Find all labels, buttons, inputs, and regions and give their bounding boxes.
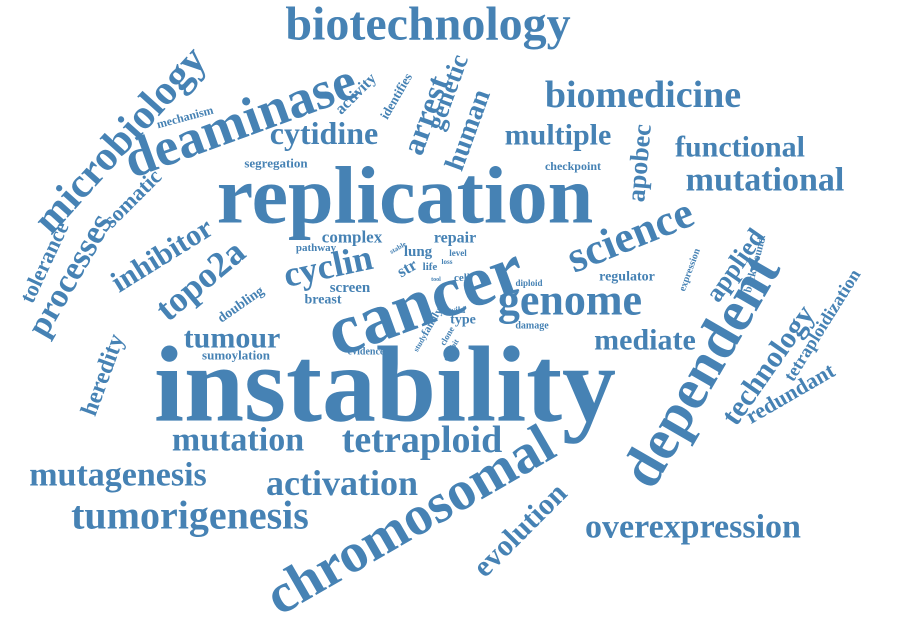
- word-life: life: [423, 261, 438, 273]
- word-damage: damage: [515, 321, 549, 332]
- word-segregation: segregation: [244, 156, 308, 171]
- word-level: level: [449, 248, 467, 258]
- word-activation: activation: [266, 463, 418, 503]
- word-heredity: heredity: [76, 331, 129, 420]
- word-lung: lung: [404, 244, 433, 260]
- word-regulator: regulator: [599, 270, 655, 285]
- word-doubling: doubling: [215, 284, 267, 327]
- word-tumorigenesis: tumorigenesis: [71, 493, 309, 538]
- word-functional: functional: [675, 131, 805, 164]
- word-mutational: mutational: [686, 162, 845, 199]
- word-tool: tool: [431, 277, 441, 283]
- word-apobec: apobec: [621, 123, 657, 203]
- word-pathway: pathway: [296, 242, 337, 254]
- word-mutation: mutation: [172, 422, 304, 459]
- word-diploid: diploid: [515, 278, 542, 288]
- word-biotechnology: biotechnology: [285, 0, 570, 51]
- words-layer: instabilityreplicationcancerchromosomald…: [14, 0, 864, 627]
- word-multiple: multiple: [505, 119, 612, 152]
- word-mediate: mediate: [594, 324, 696, 357]
- word-overexpression: overexpression: [585, 509, 801, 546]
- word-type: type: [450, 313, 476, 328]
- word-tetraploid: tetraploid: [342, 419, 502, 461]
- word-instability: instability: [154, 326, 616, 445]
- word-mutagenesis: mutagenesis: [29, 457, 207, 494]
- word-sumoylation: sumoylation: [202, 348, 271, 363]
- word-evidence: evidence: [348, 347, 385, 358]
- word-wild: wild: [449, 305, 466, 315]
- word-biomedicine: biomedicine: [545, 74, 741, 116]
- word-screen: screen: [330, 280, 371, 296]
- word-repair: repair: [434, 230, 476, 247]
- word-checkpoint: checkpoint: [545, 159, 601, 173]
- word-genome: genome: [498, 276, 642, 325]
- word-cell: cell: [454, 272, 470, 284]
- word-breast: breast: [304, 293, 341, 308]
- word-tumour: tumour: [184, 322, 281, 355]
- word-complex: complex: [322, 228, 383, 247]
- word-replication: replication: [217, 150, 594, 241]
- word-loss: loss: [442, 258, 453, 266]
- word-expression: expression: [677, 247, 703, 293]
- word-cytidine: cytidine: [270, 115, 378, 151]
